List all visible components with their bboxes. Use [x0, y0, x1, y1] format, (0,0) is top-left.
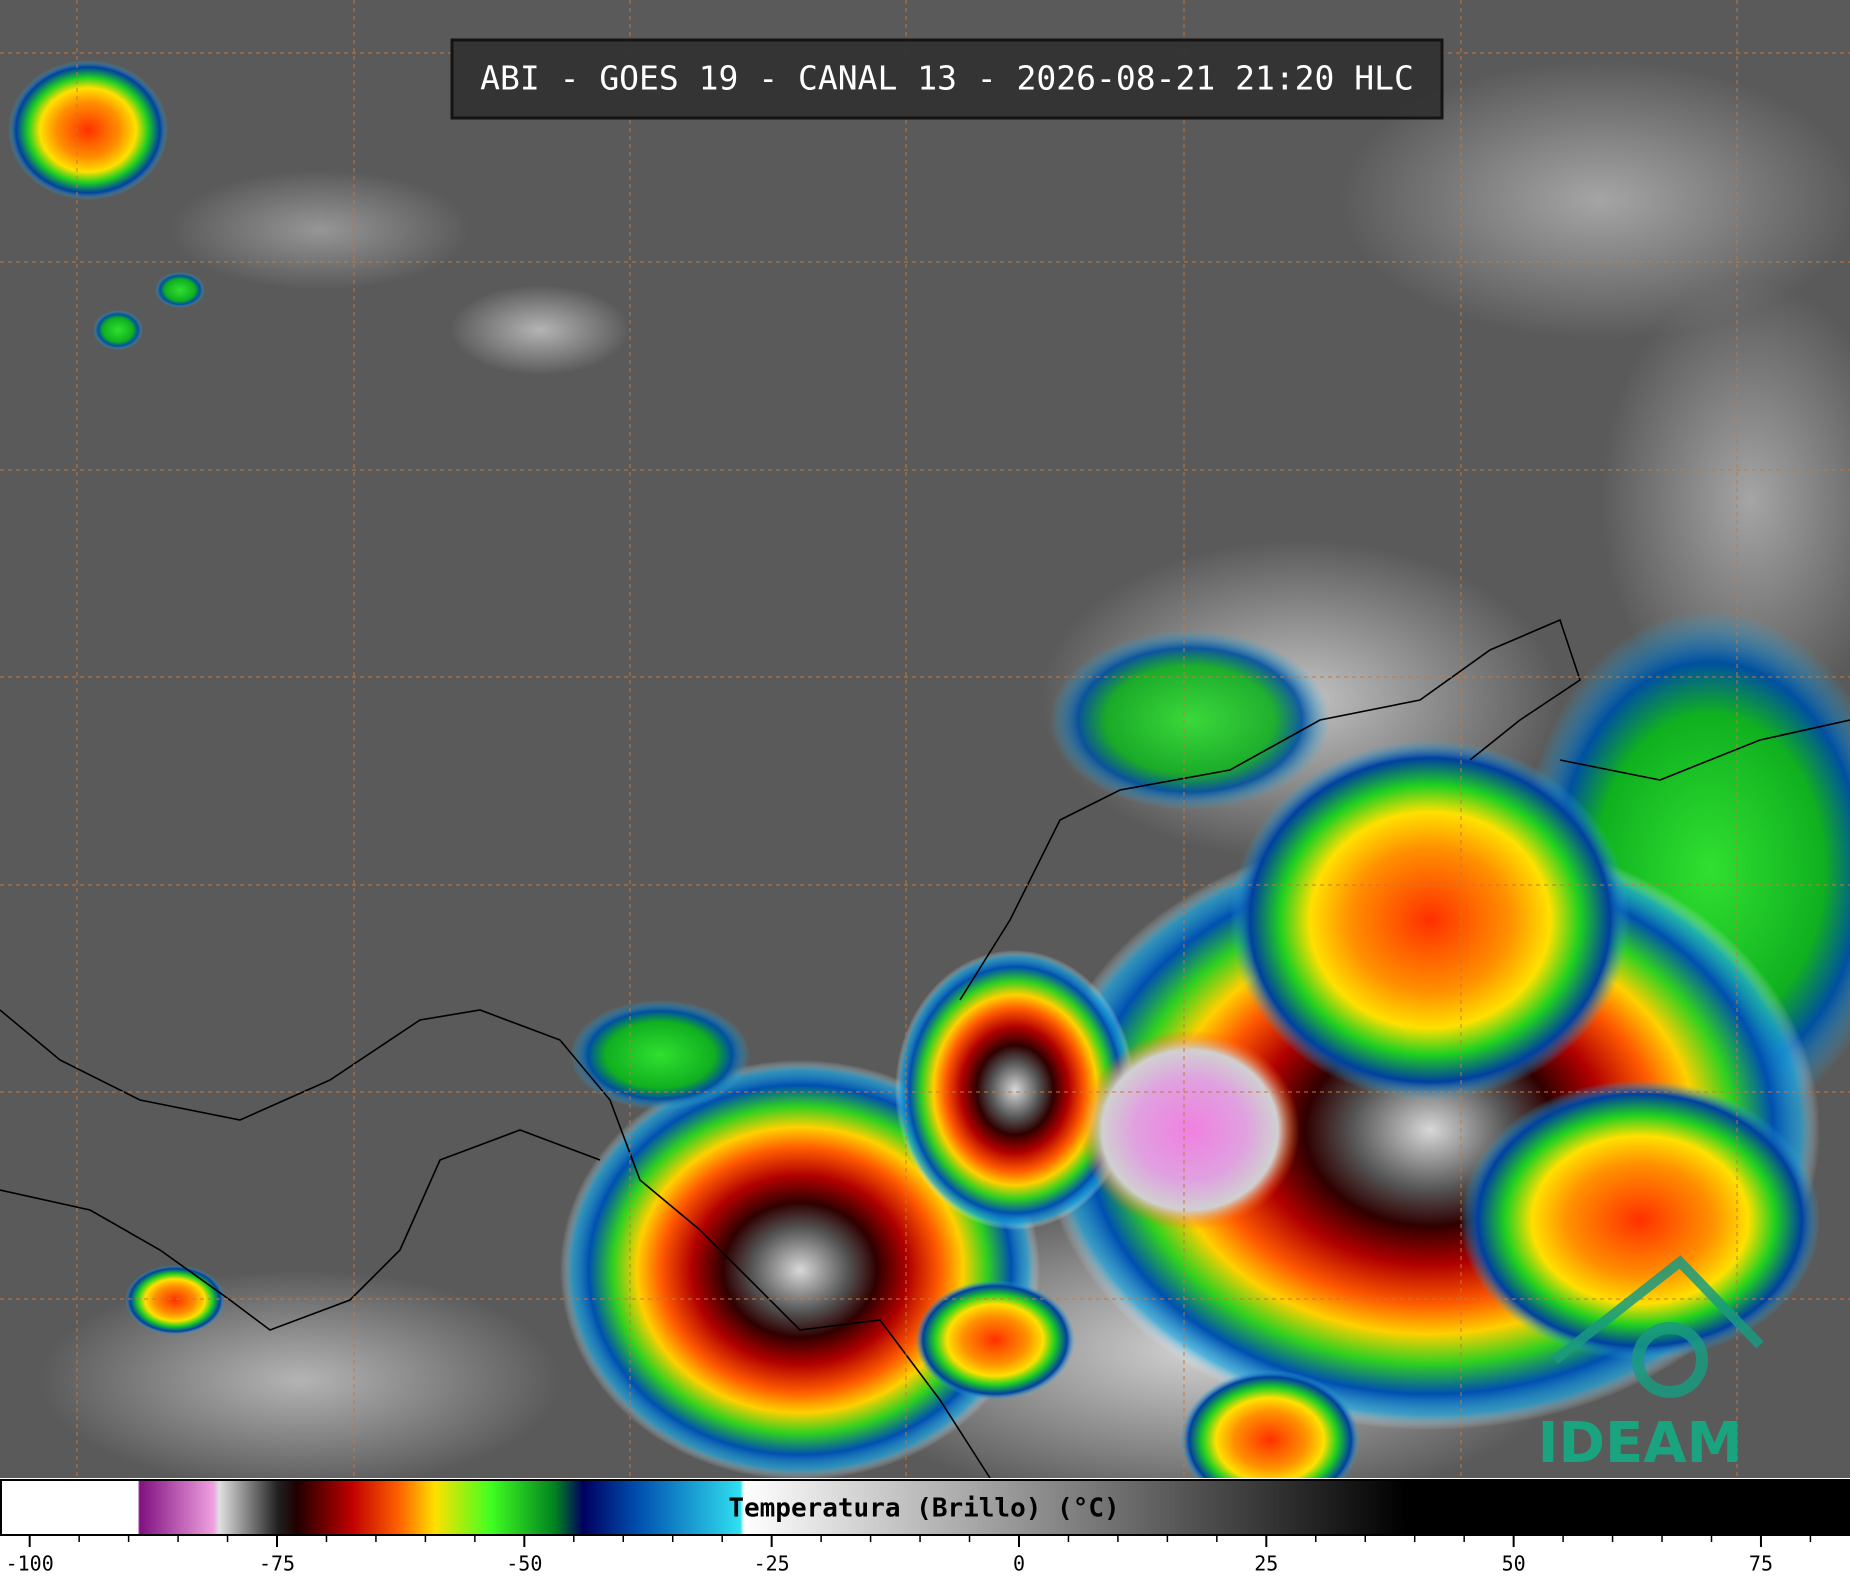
title-box: [450, 38, 1444, 120]
coastlines: [0, 618, 1850, 1479]
logo: IDEAM: [1538, 1255, 1764, 1476]
colorbar-axis: -100 -75 -50 -25 0 25 50 75: [6, 1535, 1812, 1576]
convective-cells: [8, 60, 1850, 1510]
tick-label: -25: [754, 1552, 790, 1576]
logo-text: IDEAM: [1538, 1411, 1743, 1476]
colorbar-label: Temperatura (Brillo) (°C): [728, 1494, 1119, 1524]
tick-label: -100: [6, 1552, 54, 1576]
tick-label: 0: [1013, 1552, 1025, 1576]
tick-label: -75: [259, 1552, 295, 1576]
colorbar: [0, 1479, 1850, 1536]
tick-label: 75: [1749, 1552, 1773, 1576]
tick-label: 50: [1502, 1552, 1526, 1576]
graticule: [0, 0, 1850, 1478]
tick-label: 25: [1254, 1552, 1278, 1576]
title: ABI - GOES 19 - CANAL 13 - 2026-08-21 21…: [480, 59, 1414, 98]
tick-label: -50: [506, 1552, 542, 1576]
